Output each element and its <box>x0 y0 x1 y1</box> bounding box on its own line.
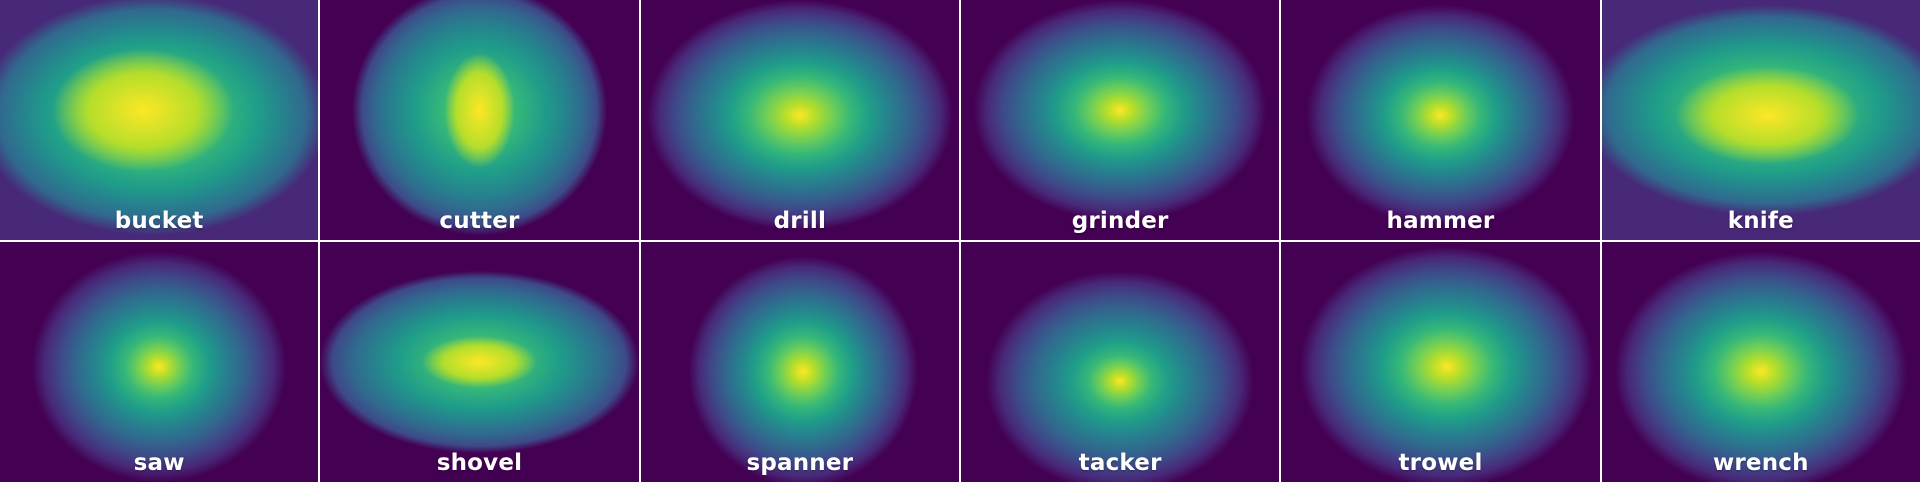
heatmap-tile-saw: saw <box>0 242 319 482</box>
heatmap-tile-grinder: grinder <box>961 0 1280 240</box>
tile-label: drill <box>773 208 827 234</box>
tile-label: knife <box>1727 208 1794 234</box>
tile-label: cutter <box>439 208 520 234</box>
tile-label: bucket <box>114 208 204 234</box>
heatmap-image <box>0 0 319 240</box>
heatmap-tile-cutter: cutter <box>320 0 639 240</box>
heatmap-tile-bucket: bucket <box>0 0 319 240</box>
heatmap-image <box>961 242 1280 482</box>
heatmap-image <box>0 242 319 482</box>
heatmap-image <box>1281 242 1600 482</box>
heatmap-tile-knife: knife <box>1601 0 1920 240</box>
heatmap-tile-trowel: trowel <box>1281 242 1600 482</box>
heatmap-image <box>640 242 959 482</box>
heatmap-image <box>1601 0 1920 240</box>
heatmap-tile-shovel: shovel <box>320 242 639 482</box>
heatmap-image <box>961 0 1280 240</box>
heatmap-image <box>320 242 639 482</box>
heatmap-tile-tacker: tacker <box>961 242 1280 482</box>
tile-label: spanner <box>746 450 854 476</box>
heatmap-image <box>1601 242 1920 482</box>
tile-label: grinder <box>1071 208 1169 234</box>
tile-label: saw <box>133 450 185 476</box>
heatmap-image <box>640 0 959 240</box>
heatmap-tile-wrench: wrench <box>1601 242 1920 482</box>
tile-label: shovel <box>436 450 523 476</box>
heatmap-image <box>1281 0 1600 240</box>
heatmap-tile-spanner: spanner <box>640 242 959 482</box>
tile-label: wrench <box>1712 450 1809 476</box>
tile-label: tacker <box>1078 450 1162 476</box>
tile-label: trowel <box>1398 450 1483 476</box>
tile-label: hammer <box>1386 208 1495 234</box>
heatmap-tile-drill: drill <box>640 0 959 240</box>
heatmap-image <box>320 0 639 240</box>
heatmap-tile-hammer: hammer <box>1281 0 1600 240</box>
